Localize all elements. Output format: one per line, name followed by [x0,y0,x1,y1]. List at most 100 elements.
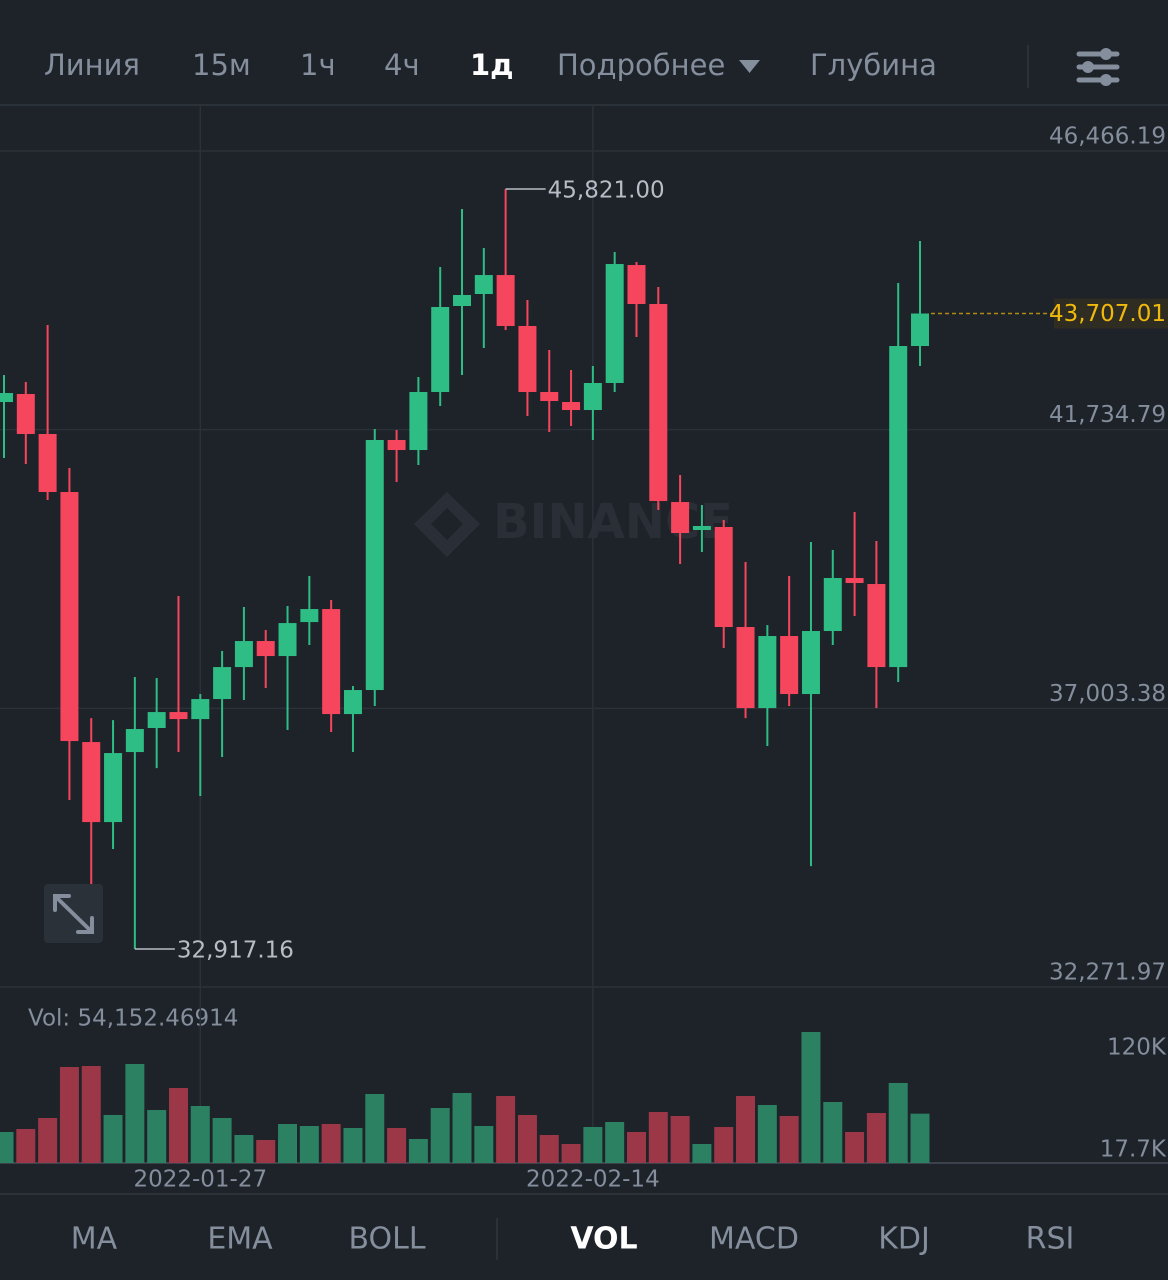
timeframe-tab[interactable]: 1д [470,48,514,82]
candle-body [322,609,341,715]
indicator-tab[interactable]: RSI [1026,1222,1075,1257]
settings-icon[interactable] [1076,48,1120,86]
candle-body [518,325,537,393]
volume-bar [714,1127,734,1163]
candle-body [431,307,450,393]
volume-bar [605,1122,625,1163]
y-tick-label: 37,003.38 [1049,681,1166,707]
candle-body [278,623,297,657]
indicator-tab[interactable]: MA [71,1222,118,1257]
timeframe-tab[interactable]: Линия [44,48,140,82]
volume-label: Vol: 54,152.46914 [28,1006,238,1032]
volume-bar [496,1095,516,1163]
watermark: BINANCE [493,494,733,550]
candle-body [104,753,123,823]
volume-bar [0,1132,14,1163]
volume-bar [190,1105,210,1163]
indicator-tab[interactable]: KDJ [878,1222,930,1257]
timeframe-tab[interactable]: 4ч [384,48,420,82]
candle-body [213,667,232,700]
volume-bar [648,1111,668,1163]
candle-body [671,502,690,534]
volume-bar [670,1115,690,1163]
volume-bar [147,1110,167,1163]
candle-body [911,313,930,347]
candle-body [627,265,646,305]
watermark-logo [414,492,480,557]
y-tick-label: 41,734.79 [1049,402,1166,428]
candle-body [234,641,253,668]
candle-body [0,393,13,403]
candle-body [867,584,886,668]
timeframe-tab[interactable]: Глубина [810,48,937,82]
volume-bar [38,1118,58,1163]
volume-bar [801,1031,821,1163]
volume-bar [234,1135,254,1163]
candle-body [801,631,820,695]
volume-bar [736,1095,756,1163]
volume-bar [16,1128,36,1163]
volume-bar [866,1113,886,1163]
volume-bar [212,1118,232,1163]
timeframe-tab[interactable]: 1ч [300,48,336,82]
candle-body [736,627,755,709]
candle-body [758,636,777,709]
volume-bar [910,1113,930,1163]
timeframe-tab[interactable]: 15м [192,48,251,82]
volume-bar [430,1108,450,1163]
volume-bar [474,1125,494,1163]
volume-bar [408,1139,428,1163]
volume-bar [583,1127,603,1163]
annotation-label: 32,917.16 [177,937,294,963]
candle-body [387,440,406,451]
candle-body [38,434,57,493]
indicator-tab[interactable]: VOL [570,1222,637,1257]
candle-body [169,712,188,720]
volume-bar [321,1124,341,1163]
candle-body [562,402,581,411]
volume-bar [757,1105,777,1163]
candle-body [845,578,864,584]
volume-bar [125,1064,145,1163]
volume-bar [278,1124,298,1163]
candle-body [300,609,319,623]
candle-body [780,636,799,695]
candle-body [823,578,842,632]
y-tick-label: 32,271.97 [1049,960,1166,986]
candle-body [256,641,275,657]
volume-bar [168,1087,188,1163]
candle-body [365,440,384,691]
volume-bar [256,1140,276,1163]
expand-button[interactable] [44,884,103,943]
volume-bar [845,1132,865,1163]
volume-bar [299,1125,319,1163]
candle-body [649,304,668,502]
candle-body [583,382,602,411]
indicator-tab[interactable]: BOLL [348,1222,425,1257]
candle-body [605,264,624,383]
volume-bar [452,1092,472,1163]
candle-body [16,394,35,435]
candle-body [125,729,144,753]
candle-body [540,392,559,402]
volume-tick-label: 17.7K [1100,1136,1167,1162]
candle-body [147,712,166,729]
indicator-tab[interactable]: MACD [709,1222,799,1257]
volume-bar [888,1082,908,1163]
candle-body [60,492,79,742]
last-price-box [1054,298,1168,329]
timeframe-tab[interactable]: Подробнее [557,48,725,82]
dropdown-arrow[interactable] [739,60,760,73]
candle-body [409,392,428,451]
candle-body [474,275,493,295]
indicator-tab[interactable]: EMA [207,1222,273,1257]
volume-bar [103,1115,123,1163]
volume-bar [59,1067,79,1163]
volume-bar [823,1101,843,1163]
last-price-label: 43,707.01 [1049,301,1166,327]
volume-bar [692,1144,712,1163]
y-tick-label: 46,466.19 [1049,123,1166,149]
volume-bar [539,1135,559,1163]
